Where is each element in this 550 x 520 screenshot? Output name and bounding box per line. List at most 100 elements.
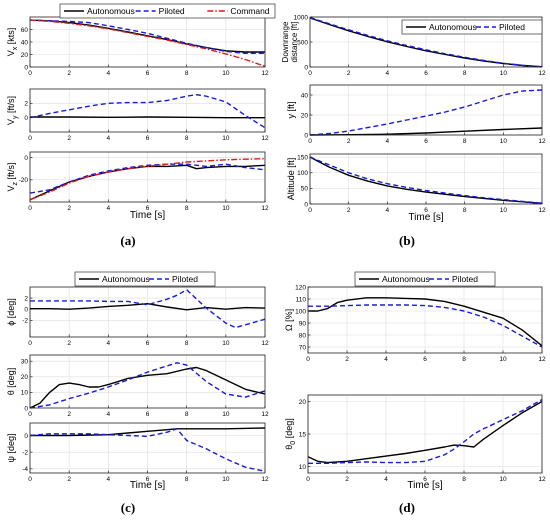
panel-a-xtick-label: 4 <box>107 205 111 212</box>
panel-b-ytick-label: 150 <box>297 154 308 161</box>
panel-c-line-piloted <box>29 428 266 472</box>
panel-b-legend-box <box>401 19 543 35</box>
panel-b-legend: Autonomous Piloted <box>401 19 543 35</box>
panel-a-subplot-1: 0 2 4 6 8 10 12 0 20 40 60 <box>21 16 269 77</box>
panel-a-ylabel: Vx [kts] <box>6 28 19 57</box>
panel-a-line-autonomous <box>30 116 265 119</box>
panel-a-xtick-label: 2 <box>67 70 71 77</box>
panel-a-ytick-label: 2 <box>24 101 28 108</box>
panel-d-ytick-label: 10 <box>299 464 307 471</box>
panel-c-ylabel: θ [deg] <box>6 368 16 396</box>
panel-a-ytick-label: 0 <box>24 64 28 71</box>
panel-c-line-autonomous <box>30 303 266 311</box>
panel-c-xlabel: Time [s] <box>130 480 165 491</box>
panel-a-xtick-label: 10 <box>222 70 230 77</box>
panel-d-xtick-label: 10 <box>499 476 507 483</box>
panel-a-xtick-label: 8 <box>185 70 189 77</box>
panel-c-line-piloted <box>30 289 266 329</box>
panel-caption-c: (c) <box>120 500 136 515</box>
panel-c-ytick-label: -2 <box>22 318 28 325</box>
panel-a-line-piloted <box>29 93 266 129</box>
panel-c-line-autonomous <box>29 366 266 409</box>
panel-c-xtick-label: 8 <box>185 476 189 483</box>
panel-a-xtick-label: 0 <box>28 70 32 77</box>
panel-b-xtick-label: 10 <box>500 207 508 214</box>
panel-c-ytick-label: 2 <box>24 295 28 302</box>
panel-caption-a: (a) <box>120 233 136 248</box>
panel-b-ytick-label: 40 <box>301 92 309 99</box>
panel-c-ytick-label: 20 <box>21 374 29 381</box>
panel-b-ytick-label: 20 <box>301 112 309 119</box>
panel-b-ytick-label: 100 <box>297 170 308 177</box>
panel-b-ytick-label: 50 <box>301 186 309 193</box>
panel-b-ylabel: Downrangedistance [ft] <box>281 21 299 62</box>
panel-c-xtick-label: 12 <box>261 476 269 483</box>
panel-c-subplot-3: 0 2 4 6 8 10 12 -4 -2 0 <box>22 422 269 483</box>
panel-d-ytick-label: 70 <box>299 344 307 351</box>
panel-c-line-autonomous <box>30 427 266 437</box>
panel-b-xtick-label: 4 <box>386 70 390 77</box>
panel-a-line-piloted <box>29 163 266 194</box>
panel-d-xtick-label: 12 <box>538 356 546 363</box>
panel-d-ylabel: Ω [%] <box>284 309 294 331</box>
panel-c-xtick-label: 4 <box>107 411 111 418</box>
panel-d-subplot-1: 0 2 4 6 8 10 12 70 80 90 100 110 120 <box>295 284 546 363</box>
panel-c-xtick-label: 0 <box>28 340 32 347</box>
panel-b-ylabel: y [ft] <box>286 101 296 118</box>
panel-a-xtick-label: 2 <box>67 135 71 142</box>
panel-c-ytick-label: -4 <box>22 466 28 473</box>
panel-b-ytick-label: 500 <box>297 39 308 46</box>
panel-c-legend-box <box>74 271 216 287</box>
panel-c-ytick-label: 0 <box>24 405 28 412</box>
panel-a-xtick-label: 12 <box>261 70 269 77</box>
panel-c-line-piloted <box>29 362 266 409</box>
panel-b-xtick-label: 2 <box>347 70 351 77</box>
panel-d-xtick-label: 8 <box>462 356 466 363</box>
panel-b-xtick-label: 8 <box>463 70 467 77</box>
panel-a-line-command <box>29 158 266 201</box>
panel-c-xtick-label: 2 <box>67 411 71 418</box>
panel-a-xtick-label: 6 <box>146 135 150 142</box>
panel-c-xtick-label: 4 <box>107 476 111 483</box>
panel-c-xtick-label: 8 <box>185 411 189 418</box>
panel-b-legend-label-autonomous: Autonomous <box>429 22 477 32</box>
panel-b-xtick-label: 0 <box>308 138 312 145</box>
panel-c-xtick-label: 0 <box>28 476 32 483</box>
panel-b-xlabel: Time [s] <box>408 212 443 223</box>
panel-b-xtick-label: 10 <box>500 70 508 77</box>
panel-a-line-command <box>29 19 266 68</box>
panel-d-xtick-label: 8 <box>462 476 466 483</box>
panel-b-xtick-label: 6 <box>424 138 428 145</box>
panel-a-ytick-label: -20 <box>19 177 29 184</box>
panel-b-ylabel: Altitude [ft] <box>286 158 296 201</box>
panel-a-ytick-label: 20 <box>21 52 29 59</box>
panel-b-xtick-label: 6 <box>424 70 428 77</box>
panel-c-ytick-label: 0 <box>24 307 28 314</box>
panel-d-xtick-label: 4 <box>384 476 388 483</box>
panel-d-line-piloted <box>308 398 543 464</box>
panel-b-ytick-label: 0 <box>304 64 308 71</box>
panel-a-xtick-label: 0 <box>28 135 32 142</box>
panel-d-legend: Autonomous Piloted <box>354 271 496 287</box>
panel-d-xtick-label: 2 <box>345 356 349 363</box>
panel-c-xtick-label: 6 <box>146 340 150 347</box>
panel-c-ylabel: ψ [deg] <box>6 434 16 463</box>
panel-a-xtick-label: 4 <box>107 135 111 142</box>
panel-d-xtick-label: 4 <box>384 356 388 363</box>
panel-c-xtick-label: 2 <box>67 340 71 347</box>
panel-a-xlabel: Time [s] <box>130 210 165 221</box>
panel-a-legend: Autonomous Piloted Command <box>59 3 276 19</box>
panel-b-xtick-label: 6 <box>424 207 428 214</box>
panel-b-xtick-label: 0 <box>308 207 312 214</box>
panel-c-legend-label-autonomous: Autonomous <box>102 274 150 284</box>
panel-a-xtick-label: 4 <box>107 70 111 77</box>
panel-d-ylabel: θ0 [deg] <box>284 418 297 449</box>
panel-c-xtick-label: 10 <box>222 411 230 418</box>
panel-d-xtick-label: 10 <box>499 356 507 363</box>
panel-c-subplot-1: 0 2 4 6 8 10 12 -2 0 2 <box>22 286 269 347</box>
panel-a-xtick-label: 6 <box>146 70 150 77</box>
panel-b-line-autonomous <box>309 156 543 205</box>
panel-a-subplot-2: 0 2 4 6 8 10 12 0 2 <box>24 88 269 142</box>
panel-c-legend: Autonomous Piloted <box>74 271 216 287</box>
panel-b-xtick-label: 12 <box>538 138 546 145</box>
